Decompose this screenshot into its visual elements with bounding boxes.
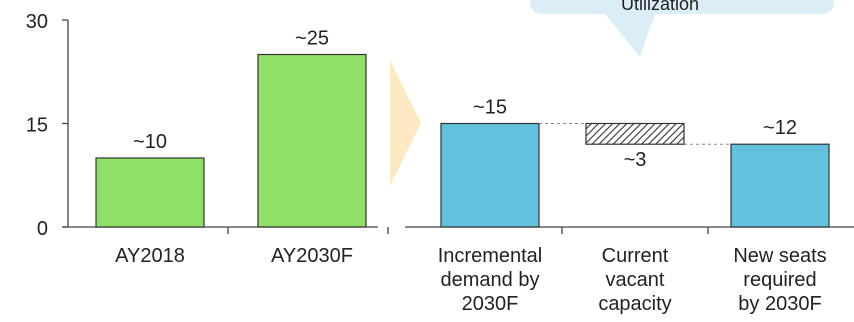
x-tick-label: capacity <box>598 293 671 315</box>
y-tick-label: 15 <box>26 115 48 137</box>
x-tick-label: demand by <box>441 269 540 291</box>
arrow-chevron <box>390 60 421 186</box>
y-tick-label: 0 <box>37 218 48 240</box>
x-tick-label: AY2018 <box>115 245 185 267</box>
data-label: ~12 <box>763 117 797 139</box>
bar-incremental-demand <box>440 122 540 228</box>
data-label: ~10 <box>133 131 167 153</box>
x-tick-label: New seats <box>733 245 826 267</box>
y-axis: 0 15 30 <box>26 11 69 240</box>
x-tick-label: Incremental <box>438 245 543 267</box>
y-tick-label: 30 <box>26 11 48 33</box>
x-tick-label: required <box>743 269 816 291</box>
callout-text: Utilization <box>621 0 699 14</box>
x-tick-label: 2030F <box>462 293 519 315</box>
data-label: ~25 <box>295 28 329 50</box>
bar-current-vacant-capacity <box>585 122 685 145</box>
x-tick-label: Current <box>602 245 669 267</box>
bar-new-seats-required <box>730 143 830 228</box>
data-label: ~15 <box>473 97 507 119</box>
x-tick-label: by 2030F <box>738 293 821 315</box>
left-chart: ~10 AY2018 ~25 AY2030F <box>95 28 389 267</box>
x-tick-label: AY2030F <box>271 245 353 267</box>
bar-ay2030f <box>257 53 367 228</box>
bar-ay2018 <box>95 157 205 228</box>
x-tick-label: vacant <box>606 269 665 291</box>
callout-bubble <box>530 0 834 57</box>
data-label: ~3 <box>624 149 647 171</box>
callout: Utilization <box>530 0 834 57</box>
